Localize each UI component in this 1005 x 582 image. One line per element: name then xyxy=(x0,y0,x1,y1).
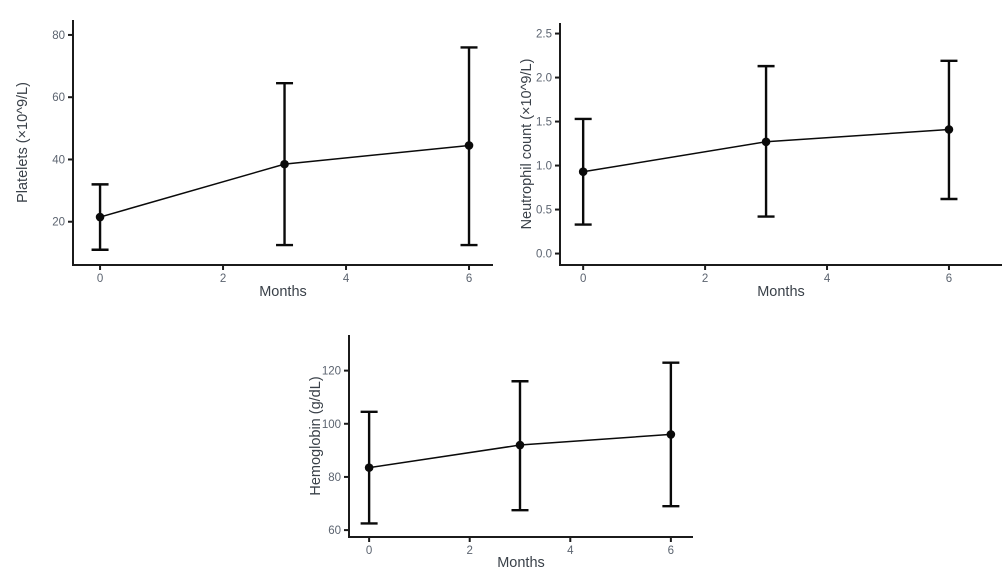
hemoglobin-chart-panel: 0 2 4 6 60 80 100 120 Months Hemoglobin (g/dL) xyxy=(298,318,758,582)
y-tick-label: 80 xyxy=(328,472,341,484)
x-tick-label: 4 xyxy=(343,273,350,285)
y-tick-label: 80 xyxy=(52,30,65,42)
y-tick-label: 0.0 xyxy=(536,249,552,261)
hemoglobin-chart: 0 2 4 6 60 80 100 120 Months Hemoglobin (g/dL) xyxy=(308,335,693,571)
x-axis-title: Months xyxy=(497,555,545,571)
neutrophil-chart: 0 2 4 6 0.0 0.5 1.0 1.5 2.0 2.5 Months Neutrophil c… xyxy=(519,23,1002,300)
data-point xyxy=(95,212,105,222)
data-point xyxy=(578,167,588,177)
x-axis-title: Months xyxy=(259,284,307,300)
y-axis-title: Hemoglobin (g/dL) xyxy=(308,376,324,495)
data-point xyxy=(364,463,374,472)
platelets-chart-panel: 0 2 4 6 20 40 60 80 Months Platelets (×10^9/L) xyxy=(0,0,500,305)
y-tick-label: 1.0 xyxy=(536,161,552,173)
x-tick-label: 2 xyxy=(466,545,472,557)
data-point xyxy=(944,125,954,134)
y-tick-label: 120 xyxy=(322,366,341,378)
data-point xyxy=(515,440,525,450)
y-tick-label: 40 xyxy=(52,154,65,166)
y-tick-label: 2.5 xyxy=(536,29,552,41)
platelets-chart: 0 2 4 6 20 40 60 80 Months Platelets (×10^9/L) xyxy=(15,20,493,300)
y-tick-label: 2.0 xyxy=(536,73,552,85)
data-point xyxy=(464,141,474,150)
x-tick-label: 6 xyxy=(466,273,472,285)
y-tick-label: 60 xyxy=(52,92,65,104)
x-tick-label: 0 xyxy=(580,273,586,285)
y-axis-title: Platelets (×10^9/L) xyxy=(15,82,31,203)
x-tick-label: 4 xyxy=(824,273,831,285)
x-tick-label: 0 xyxy=(366,545,372,557)
x-tick-label: 6 xyxy=(668,545,674,557)
y-axis-title: Neutrophil count (×10^9/L) xyxy=(519,59,535,230)
neutrophil-chart-panel: 0 2 4 6 0.0 0.5 1.0 1.5 2.0 2.5 Months Neutrophil c… xyxy=(505,0,1005,305)
x-tick-label: 4 xyxy=(567,545,574,557)
y-tick-label: 100 xyxy=(322,419,341,431)
data-point xyxy=(761,137,771,147)
x-axis-title: Months xyxy=(757,284,805,300)
x-tick-label: 2 xyxy=(220,273,226,285)
x-tick-label: 2 xyxy=(702,273,708,285)
y-tick-label: 0.5 xyxy=(536,205,552,217)
data-point xyxy=(280,159,289,169)
y-tick-label: 20 xyxy=(52,217,65,229)
x-tick-label: 6 xyxy=(946,273,952,285)
y-tick-label: 60 xyxy=(328,525,341,537)
y-tick-label: 1.5 xyxy=(536,117,552,129)
x-tick-label: 0 xyxy=(97,273,103,285)
data-point xyxy=(666,430,676,439)
